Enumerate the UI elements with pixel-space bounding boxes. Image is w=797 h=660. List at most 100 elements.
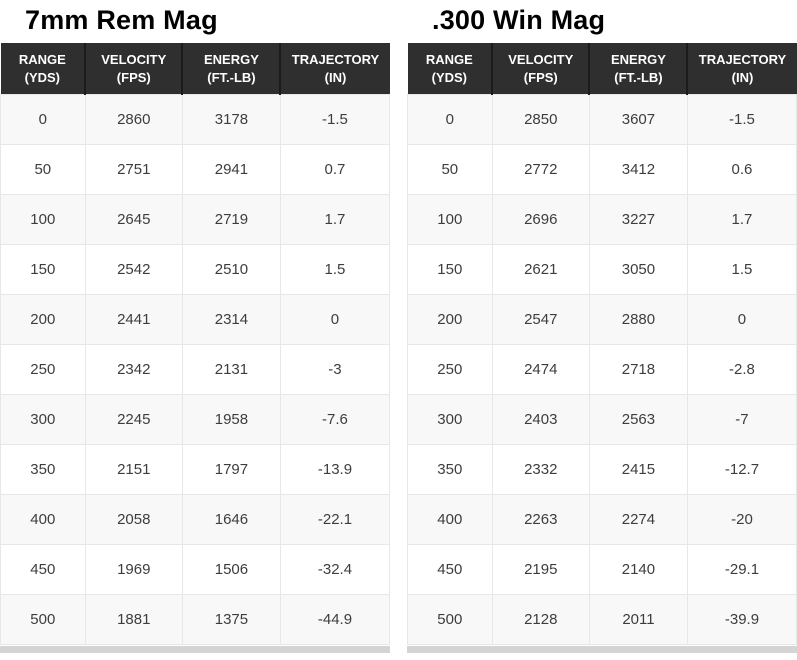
table-cell: 50 — [407, 144, 493, 196]
table-cell: -29.1 — [686, 544, 797, 596]
table-cell: 2332 — [491, 444, 590, 496]
table-row: 250 2474 2718 -2.8 — [407, 344, 797, 396]
table-cell: 350 — [407, 444, 493, 496]
table-cell: 0 — [279, 294, 391, 346]
table-row: 300 2245 1958 -7.6 — [0, 394, 391, 446]
table-row: 350 2151 1797 -13.9 — [0, 444, 391, 496]
table-cell: 0.6 — [686, 144, 797, 196]
table-cell: -12.7 — [686, 444, 797, 496]
table-cell: 2563 — [588, 394, 688, 446]
table-cell: 150 — [407, 244, 493, 296]
table-cell: 150 — [0, 244, 86, 296]
table-cell: 0 — [407, 94, 493, 146]
table-row: 500 1881 1375 -44.9 — [0, 594, 391, 646]
table-cell: -2.8 — [686, 344, 797, 396]
table-cell: 0 — [686, 294, 797, 346]
table-panel-7mm-rem-mag: 7mm Rem Mag RANGE (YDS) VELOCITY (FPS) ENE… — [0, 0, 391, 660]
column-header: RANGE (YDS) — [0, 43, 86, 95]
table-cell: 2403 — [491, 394, 590, 446]
column-header: RANGE (YDS) — [407, 43, 493, 95]
table-cell: 2274 — [588, 494, 688, 546]
table-cell: 2151 — [84, 444, 183, 496]
table-cell: 400 — [0, 494, 86, 546]
table-cell: 450 — [0, 544, 86, 596]
table-row: 100 2645 2719 1.7 — [0, 194, 391, 246]
table-cell: 2263 — [491, 494, 590, 546]
column-header: TRAJECTORY (IN) — [279, 43, 390, 95]
table-cell: 2415 — [588, 444, 688, 496]
table-cell: 1.7 — [686, 194, 797, 246]
table-cell: 2245 — [84, 394, 183, 446]
table-cell: 2880 — [588, 294, 688, 346]
table-cell: 2195 — [491, 544, 590, 596]
table-cell: 1375 — [181, 594, 281, 646]
table-cell: 1.5 — [686, 244, 797, 296]
table-cell: 350 — [0, 444, 86, 496]
ballistics-table-300-win-mag: RANGE (YDS) VELOCITY (FPS) ENERGY (FT.-LB)… — [407, 43, 797, 646]
table-row: 350 2332 2415 -12.7 — [407, 444, 797, 496]
table-row: 400 2263 2274 -20 — [407, 494, 797, 546]
table-scroll-container: RANGE (YDS) VELOCITY (FPS) ENERGY (FT.-LB)… — [0, 43, 391, 646]
table-cell: 3412 — [588, 144, 688, 196]
table-cell: 100 — [407, 194, 493, 246]
table-cell: 1.5 — [279, 244, 391, 296]
table-cell: 2719 — [181, 194, 281, 246]
table-scroll-container: RANGE (YDS) VELOCITY (FPS) ENERGY (FT.-LB)… — [407, 43, 797, 646]
table-cell: 2510 — [181, 244, 281, 296]
table-row: 200 2441 2314 0 — [0, 294, 391, 346]
table-cell: 450 — [407, 544, 493, 596]
table-row: 50 2772 3412 0.6 — [407, 144, 797, 196]
table-cell: 2314 — [181, 294, 281, 346]
table-cell: 2547 — [491, 294, 590, 346]
table-cell: 400 — [407, 494, 493, 546]
table-cell: 500 — [0, 594, 86, 646]
table-cell: 1881 — [84, 594, 183, 646]
horizontal-scrollbar[interactable] — [0, 646, 390, 654]
table-cell: 250 — [407, 344, 493, 396]
table-row: 150 2542 2510 1.5 — [0, 244, 391, 296]
table-cell: 2621 — [491, 244, 590, 296]
table-cell: 200 — [407, 294, 493, 346]
table-cell: 2645 — [84, 194, 183, 246]
table-cell: 1958 — [181, 394, 281, 446]
table-row: 250 2342 2131 -3 — [0, 344, 391, 396]
table-panel-300-win-mag: .300 Win Mag RANGE (YDS) VELOCITY (FPS) EN… — [407, 0, 797, 660]
table-row: 300 2403 2563 -7 — [407, 394, 797, 446]
table-cell: -7.6 — [279, 394, 391, 446]
table-row: 50 2751 2941 0.7 — [0, 144, 391, 196]
table-cell: 2850 — [491, 94, 590, 146]
column-header: ENERGY (FT.-LB) — [588, 43, 688, 95]
table-cell: 2860 — [84, 94, 183, 146]
table-cell: 2941 — [181, 144, 281, 196]
table-cell: 2058 — [84, 494, 183, 546]
table-cell: 1506 — [181, 544, 281, 596]
table-cell: -3 — [279, 344, 391, 396]
table-cell: -22.1 — [279, 494, 391, 546]
table-cell: -1.5 — [279, 94, 391, 146]
ballistics-table-7mm-rem-mag: RANGE (YDS) VELOCITY (FPS) ENERGY (FT.-LB)… — [0, 43, 391, 646]
table-cell: 2140 — [588, 544, 688, 596]
table-row: 400 2058 1646 -22.1 — [0, 494, 391, 546]
table-cell: 250 — [0, 344, 86, 396]
table-title-7mm-rem-mag: 7mm Rem Mag — [25, 5, 218, 35]
table-row: 0 2860 3178 -1.5 — [0, 94, 391, 146]
table-cell: -44.9 — [279, 594, 391, 646]
table-row: 450 2195 2140 -29.1 — [407, 544, 797, 596]
header-row: RANGE (YDS) VELOCITY (FPS) ENERGY (FT.-LB)… — [407, 43, 797, 95]
column-header: TRAJECTORY (IN) — [686, 43, 797, 95]
table-cell: -39.9 — [686, 594, 797, 646]
table-cell: 100 — [0, 194, 86, 246]
table-cell: -20 — [686, 494, 797, 546]
horizontal-scrollbar[interactable] — [407, 646, 797, 654]
table-cell: 1969 — [84, 544, 183, 596]
table-cell: -13.9 — [279, 444, 391, 496]
header-row: RANGE (YDS) VELOCITY (FPS) ENERGY (FT.-LB)… — [0, 43, 390, 95]
table-cell: 3178 — [181, 94, 281, 146]
table-cell: 300 — [407, 394, 493, 446]
table-cell: 2474 — [491, 344, 590, 396]
table-cell: 50 — [0, 144, 86, 196]
table-cell: 2342 — [84, 344, 183, 396]
table-cell: 2696 — [491, 194, 590, 246]
column-header: VELOCITY (FPS) — [491, 43, 590, 95]
